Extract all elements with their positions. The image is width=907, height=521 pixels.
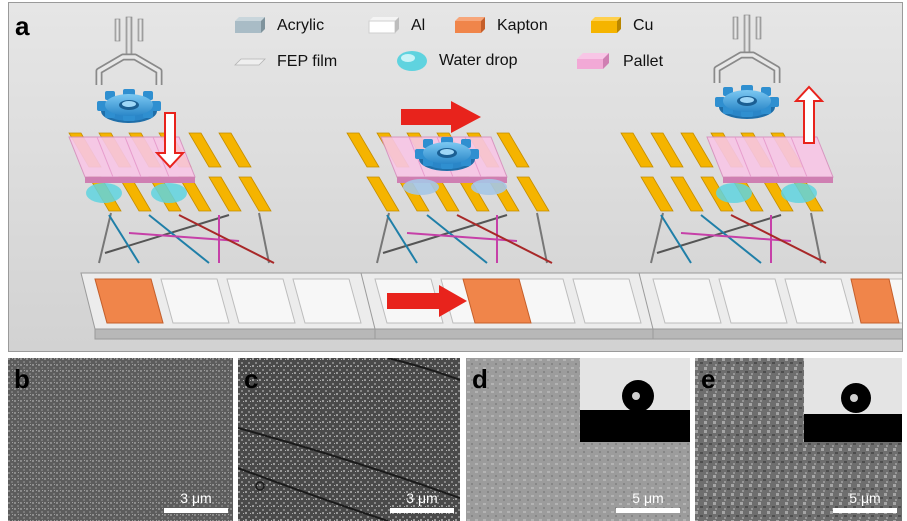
sem-image-e: 5 μm e: [695, 358, 902, 521]
right-arrow-icon: [387, 285, 467, 317]
legend-pallet: Pallet: [573, 51, 663, 73]
al-swatch-icon: [368, 17, 399, 34]
scale-bar-d: 5 μm: [616, 490, 680, 513]
legend-cu: Cu: [587, 15, 653, 37]
schematic-illustration: [68, 3, 902, 340]
cu-swatch-icon: [591, 17, 621, 33]
scale-bar-c: 3 μm: [390, 490, 454, 513]
sem-image-c: c 3 μm: [238, 358, 460, 521]
water-droplet-icon: [804, 358, 902, 442]
stage-3: [620, 15, 902, 340]
contact-angle-inset-e: [804, 358, 902, 442]
water-drop-swatch-icon: [397, 51, 427, 71]
scale-bar-line: [616, 508, 680, 513]
sem-image-b: b 3 μm: [8, 358, 233, 521]
panel-label-d: d: [472, 364, 488, 394]
acrylic-swatch-icon: [235, 17, 265, 33]
panel-label-a: a: [15, 11, 30, 41]
panel-label-c: c: [244, 364, 259, 394]
scale-bar-e: 5 μm: [833, 490, 897, 513]
legend-label: Water drop: [439, 52, 518, 69]
legend-acrylic: Acrylic: [231, 15, 324, 37]
scale-label: 3 μm: [406, 490, 438, 506]
scale-bar-line: [833, 508, 897, 513]
pallet-swatch-icon: [577, 53, 609, 69]
legend-al: Al: [365, 15, 425, 37]
right-arrow-icon: [401, 101, 481, 133]
up-arrow-icon: [793, 85, 825, 144]
stage-2: [346, 101, 662, 340]
kapton-swatch-icon: [455, 17, 485, 33]
scale-label: 5 μm: [632, 490, 664, 506]
down-arrow-icon: [154, 112, 186, 169]
panel-label-e: e: [701, 364, 716, 394]
scale-label: 3 μm: [180, 490, 212, 506]
legend-label: Kapton: [497, 17, 548, 34]
legend-label: Pallet: [623, 53, 664, 70]
stage-1: [68, 17, 382, 340]
legend-water-drop: Water drop: [395, 49, 518, 73]
sem-texture: [238, 358, 460, 521]
contact-angle-inset-d: [580, 358, 690, 442]
water-droplet-icon: [580, 358, 690, 442]
legend-label: FEP film: [277, 53, 338, 70]
fep-film-swatch-icon: [234, 58, 266, 66]
legend-label: Cu: [633, 17, 654, 34]
schematic-panel: a Acrylic Al Kapton Cu FEP film Water: [8, 2, 903, 352]
scale-label: 5 μm: [849, 490, 881, 506]
legend-label: Acrylic: [277, 17, 325, 34]
legend-label: Al: [411, 17, 426, 34]
legend-kapton: Kapton: [451, 15, 548, 37]
scale-bar-line: [390, 508, 454, 513]
scale-bar-line: [164, 508, 228, 513]
sem-image-d: 5 μm d: [466, 358, 690, 521]
legend-fep-film: FEP film: [231, 51, 337, 73]
scale-bar-b: 3 μm: [164, 490, 228, 513]
panel-label-b: b: [14, 364, 30, 394]
sem-texture: [8, 358, 233, 521]
